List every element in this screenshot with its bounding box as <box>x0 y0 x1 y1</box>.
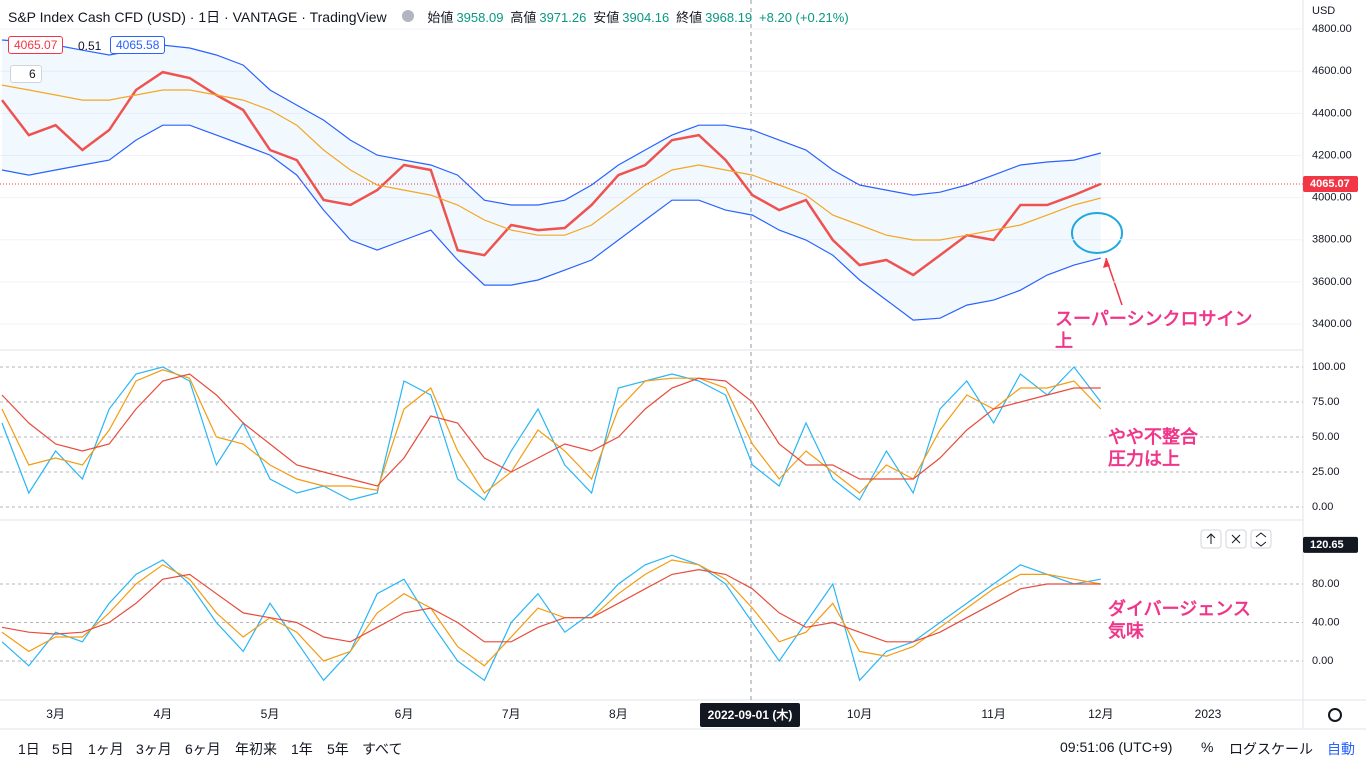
last-value-tag <box>1303 175 1358 192</box>
last-value-label: 120.65 <box>1310 539 1344 551</box>
band-fill <box>2 40 1101 321</box>
series-line <box>1 568 1101 643</box>
indicator-toggle[interactable]: 6 <box>10 65 42 83</box>
close: 3968.19 <box>705 10 753 25</box>
last-value-label: 4065.07 <box>1310 178 1350 190</box>
x-tick-label: 11月 <box>981 707 1005 721</box>
range-button[interactable]: 6ヶ月 <box>185 741 221 757</box>
y-tick-label: 4800.00 <box>1312 23 1352 35</box>
button-icons <box>1206 532 1267 547</box>
x-tick-label: 6月 <box>395 707 414 721</box>
crosshair-label-bg <box>700 703 800 727</box>
range-button[interactable]: 1年 <box>291 741 313 757</box>
series-line <box>1 366 1102 501</box>
series-line <box>1 373 1101 487</box>
annotation: 圧力は上 <box>1108 449 1180 469</box>
range-button[interactable]: 5年 <box>327 741 349 757</box>
close-label: 終値 <box>676 10 703 25</box>
series-line <box>1 124 1101 321</box>
y-tick-label: 4400.00 <box>1312 107 1352 119</box>
status-dot <box>401 10 414 22</box>
high-label: 高値 <box>510 10 537 25</box>
change: +8.20 (+0.21%) <box>759 10 849 25</box>
header: S&P Index Cash CFD (USD) · 1日 · VANTAGE … <box>8 7 852 27</box>
annotation: 上 <box>1055 331 1073 351</box>
range-button[interactable]: 1日 <box>18 741 40 757</box>
last-value-tag <box>1303 536 1358 553</box>
pane-buttons[interactable] <box>1200 529 1272 549</box>
y-tick-label: 80.00 <box>1312 578 1340 590</box>
y-tick-label: 100.00 <box>1312 361 1346 373</box>
x-tick-label: 8月 <box>609 707 628 721</box>
x-tick-label: 5月 <box>261 707 280 721</box>
y-tick-label: 4200.00 <box>1312 149 1352 161</box>
log-toggle[interactable]: ログスケール <box>1229 741 1313 757</box>
range-button[interactable]: 年初来 <box>235 741 277 757</box>
crosshair-label: 2022-09-01 (木) <box>708 707 793 722</box>
y-tick-label: 3400.00 <box>1312 318 1352 330</box>
annotation: やや不整合 <box>1108 426 1199 447</box>
range-button[interactable]: すべて <box>362 741 403 757</box>
symbol: S&P Index Cash CFD (USD) · 1日 · VANTAGE … <box>8 9 387 25</box>
y-tick-label: 50.00 <box>1312 431 1340 443</box>
clock: 09:51:06 (UTC+9) <box>1060 739 1173 755</box>
indicator-value: 4065.07 <box>8 36 64 54</box>
highlight-circle <box>1071 212 1123 254</box>
button-collapse[interactable] <box>1250 529 1272 549</box>
series-line <box>1 84 1101 241</box>
series-line <box>1 559 1101 667</box>
indicator-value: 4065.58 <box>110 36 166 54</box>
indicator-value: 0.51 <box>78 39 102 53</box>
y-tick-label: 3600.00 <box>1312 276 1352 288</box>
y-tick-label: 4000.00 <box>1312 192 1352 204</box>
range-button[interactable]: 3ヶ月 <box>136 741 172 757</box>
annotation: 気味 <box>1108 620 1144 641</box>
open-label: 始値 <box>427 10 454 25</box>
low: 3904.16 <box>622 10 670 25</box>
y-tick-label: 0.00 <box>1312 655 1333 667</box>
x-tick-label: 2023 <box>1195 707 1222 721</box>
indicator-count: 6 <box>29 67 36 81</box>
x-tick-label: 12月 <box>1088 707 1113 721</box>
y-tick-label: 4600.00 <box>1312 65 1352 77</box>
open: 3958.09 <box>456 10 504 25</box>
series-line <box>1 39 1101 206</box>
annotation: ダイバージェンス <box>1108 598 1251 619</box>
range-button[interactable]: 1ヶ月 <box>88 741 124 757</box>
y-tick-label: 75.00 <box>1312 396 1340 408</box>
annotation: スーパーシンクロサイン <box>1055 309 1252 329</box>
y-tick-label: 25.00 <box>1312 466 1340 478</box>
y-tick-label: 0.00 <box>1312 501 1333 513</box>
x-tick-label: 3月 <box>46 707 65 721</box>
range-button[interactable]: 5日 <box>52 741 74 757</box>
x-tick-label: 4月 <box>153 707 172 721</box>
x-tick-label: 10月 <box>847 707 872 721</box>
x-tick-label: 7月 <box>502 707 521 721</box>
percent-toggle[interactable]: % <box>1201 739 1214 755</box>
auto-toggle[interactable]: 自動 <box>1327 741 1355 757</box>
low-label: 安値 <box>593 10 620 25</box>
y-tick-label: 40.00 <box>1312 616 1340 628</box>
arrow-head <box>1103 258 1110 268</box>
series-line <box>1 369 1102 494</box>
currency[interactable]: USD <box>1312 5 1336 17</box>
settings-icon[interactable] <box>1328 708 1342 722</box>
high: 3971.26 <box>539 10 587 25</box>
series-line <box>1 70 1102 277</box>
y-tick-label: 3800.00 <box>1312 234 1352 246</box>
